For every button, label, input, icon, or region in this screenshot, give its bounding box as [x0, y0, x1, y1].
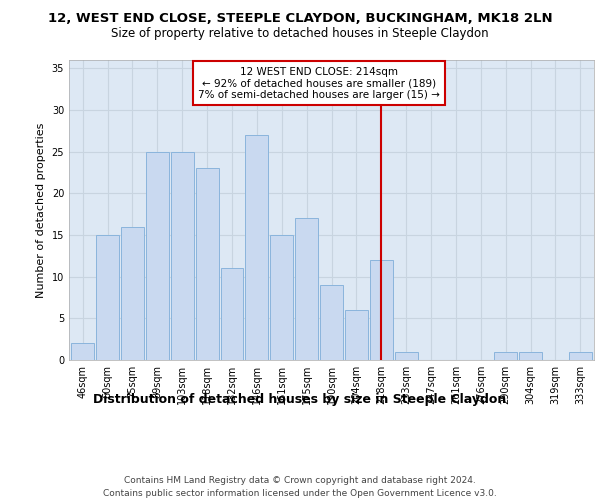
Text: 12, WEST END CLOSE, STEEPLE CLAYDON, BUCKINGHAM, MK18 2LN: 12, WEST END CLOSE, STEEPLE CLAYDON, BUC…	[47, 12, 553, 26]
Bar	[320, 285, 343, 360]
Bar	[519, 352, 542, 360]
Bar	[221, 268, 244, 360]
Y-axis label: Number of detached properties: Number of detached properties	[36, 122, 46, 298]
Bar	[196, 168, 218, 360]
Bar	[245, 135, 268, 360]
Bar	[171, 152, 194, 360]
Bar	[370, 260, 393, 360]
Text: 12 WEST END CLOSE: 214sqm
← 92% of detached houses are smaller (189)
7% of semi-: 12 WEST END CLOSE: 214sqm ← 92% of detac…	[198, 66, 440, 100]
Bar	[345, 310, 368, 360]
Bar	[295, 218, 318, 360]
Bar	[71, 344, 94, 360]
Bar	[270, 235, 293, 360]
Bar	[569, 352, 592, 360]
Bar	[494, 352, 517, 360]
Bar	[146, 152, 169, 360]
Text: Contains HM Land Registry data © Crown copyright and database right 2024.
Contai: Contains HM Land Registry data © Crown c…	[103, 476, 497, 498]
Bar	[96, 235, 119, 360]
Text: Size of property relative to detached houses in Steeple Claydon: Size of property relative to detached ho…	[111, 28, 489, 40]
Bar	[121, 226, 144, 360]
Bar	[395, 352, 418, 360]
Text: Distribution of detached houses by size in Steeple Claydon: Distribution of detached houses by size …	[94, 392, 506, 406]
